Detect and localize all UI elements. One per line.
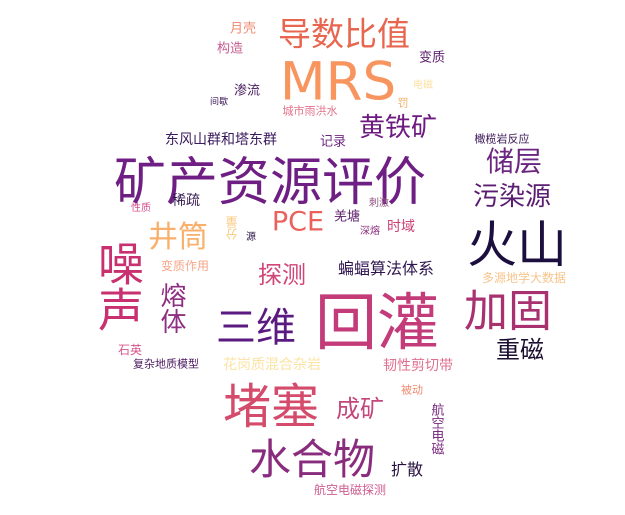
word-lunar-crust: 月壳 (229, 21, 257, 37)
word-time-domain: 时域 (387, 219, 415, 235)
word-urban-stormwater: 城市雨洪水 (282, 104, 338, 118)
word-intermittent: 间歇 (209, 97, 229, 108)
word-metamorphism: 变质作用 (160, 259, 210, 273)
word-dongfengshan-tadong-group: 东风山群和塔东群 (165, 132, 277, 148)
word-component: 分量 (225, 216, 239, 240)
word-detection: 探测 (258, 261, 306, 289)
word-anatexis: 深熔 (360, 226, 380, 237)
word-3d: 三维 (216, 305, 296, 351)
word-quartz: 石英 (117, 343, 143, 357)
word-noise: 噪声 (91, 240, 145, 332)
word-hydrate: 水合物 (248, 435, 376, 484)
word-reinforcement: 加固 (464, 286, 552, 337)
word-peridotite-reaction: 橄榄岩反应 (474, 132, 530, 146)
word-penalty: 罚 (397, 96, 409, 110)
word-mineral-resource-evaluation: 矿产资源评价 (113, 153, 427, 213)
word-seepage: 渗流 (233, 83, 261, 99)
word-complex-geo-model: 复杂地质模型 (133, 357, 199, 371)
word-bat-algorithm-system: 蝙蝠算法体系 (337, 259, 435, 278)
word-sparse: 稀疏 (172, 193, 200, 209)
word-electromagnetic: 电磁 (413, 80, 433, 91)
word-volcano: 火山 (467, 216, 567, 274)
word-qiangtang: 羌塘 (333, 209, 361, 225)
word-multisource-geo-bigdata: 多源地学大数据 (481, 271, 567, 285)
word-stimulation: 刺激 (369, 198, 389, 209)
word-record: 记录 (319, 134, 347, 150)
word-pce: PCE (271, 206, 325, 238)
word-ductile-shear-zone: 韧性剪切带 (383, 358, 453, 374)
word-passive: 被动 (401, 383, 423, 397)
word-airborne-em: 航空电磁 (428, 403, 444, 455)
word-recharge: 回灌 (314, 286, 440, 359)
word-melt: 熔体 (156, 282, 186, 334)
word-reservoir: 储层 (485, 145, 543, 178)
word-mrs: MRS (279, 51, 397, 113)
word-property: 性质 (131, 203, 151, 214)
word-diffusion: 扩散 (390, 460, 424, 479)
word-derivative-ratio: 导数比值 (278, 14, 410, 54)
word-source: 源 (246, 232, 256, 243)
word-pollution-source: 污染源 (472, 182, 552, 212)
word-structure: 构造 (216, 41, 244, 57)
word-airborne-em-detection: 航空电磁探测 (313, 483, 387, 497)
word-metamorphic: 变质 (418, 50, 446, 66)
word-pyrite: 黄铁矿 (358, 113, 438, 143)
word-blockage: 堵塞 (222, 379, 320, 435)
word-wellbore: 井筒 (148, 220, 208, 255)
word-granitic-migmatite: 花岗质混合杂岩 (223, 357, 321, 373)
word-gravity-magnetic: 重磁 (496, 336, 544, 364)
word-mineralization: 成矿 (336, 395, 384, 423)
